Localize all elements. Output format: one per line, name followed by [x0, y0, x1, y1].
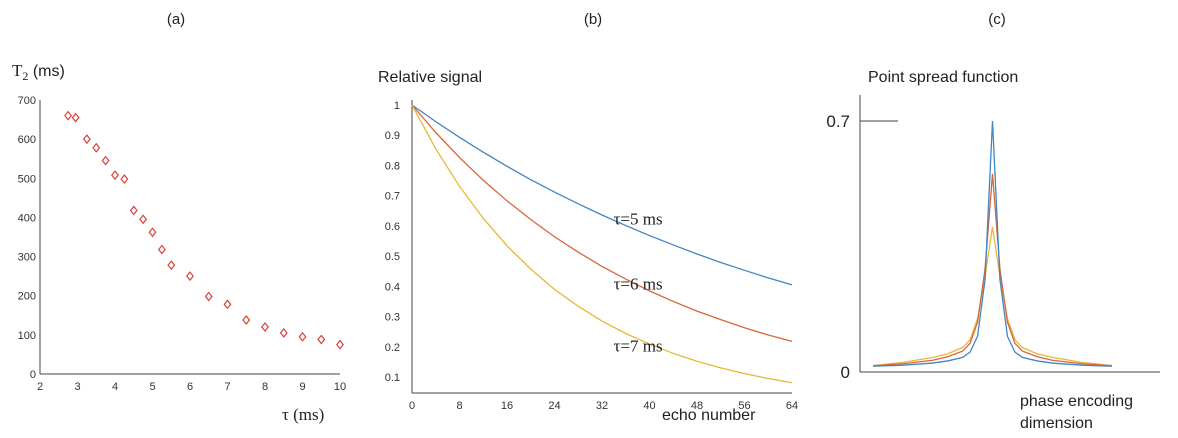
chart-b-ytick-label: 0.8	[385, 160, 400, 172]
chart-a-ytick-label: 200	[18, 291, 36, 303]
chart-a-point	[71, 112, 80, 123]
chart-b-ytick-label: 0.6	[385, 221, 400, 233]
chart-a-ytick-label: 600	[18, 134, 36, 146]
chart-a-point	[317, 334, 326, 345]
chart-c-series-line	[872, 226, 1113, 367]
chart-a-ytick-label: 300	[18, 252, 36, 264]
chart-b-series-line	[411, 104, 793, 342]
chart-b-xtick-label: 8	[456, 400, 462, 412]
chart-b-title: Relative signal	[378, 69, 482, 86]
chart-b-xtick-label: 16	[501, 400, 513, 412]
chart-a-point	[139, 214, 148, 225]
chart-a-point	[92, 142, 101, 153]
chart-a-xlabel: τ (ms)	[282, 405, 324, 424]
chart-a-xtick-label: 2	[37, 381, 43, 393]
chart-b-xtick-label: 24	[548, 400, 560, 412]
chart-c: Point spread function phase encoding dim…	[826, 69, 1160, 432]
chart-b-ytick-label: 0.7	[385, 191, 400, 203]
chart-a-xtick-label: 10	[334, 381, 346, 393]
chart-a-point	[298, 331, 307, 342]
chart-b-series-label: τ=6 ms	[614, 274, 663, 293]
chart-c-ytick-label: 0	[841, 363, 850, 382]
chart-b-xtick-label: 0	[409, 400, 415, 412]
chart-a-point	[242, 315, 251, 325]
chart-c-series-line	[872, 120, 1113, 367]
chart-b-xtick-label: 40	[643, 400, 655, 412]
chart-a-point	[261, 322, 269, 332]
chart-b-series-label: τ=7 ms	[614, 336, 663, 355]
panel-label-c: (c)	[988, 11, 1006, 28]
chart-a-xtick-label: 7	[224, 381, 230, 393]
chart-b-series-line	[411, 104, 793, 384]
chart-a-xtick-label: 8	[262, 381, 268, 393]
chart-a-ytick-label: 400	[18, 212, 36, 224]
chart-a-point	[223, 299, 232, 310]
chart-b-ytick-label: 0.5	[385, 251, 400, 263]
chart-a-point	[186, 271, 194, 282]
chart-c-xlabel-line2: dimension	[1020, 415, 1093, 432]
chart-b-ytick-label: 1	[394, 100, 400, 112]
chart-b-xtick-label: 56	[738, 400, 750, 412]
chart-a-xtick-label: 6	[187, 381, 193, 393]
chart-b-ytick-label: 0.2	[385, 342, 400, 354]
chart-b-ytick-label: 0.1	[385, 372, 400, 384]
chart-a-ylabel-main: T	[12, 61, 23, 80]
chart-a-point	[129, 205, 138, 216]
chart-c-title: Point spread function	[868, 69, 1018, 86]
chart-c-ytick-label: 0.7	[826, 112, 850, 131]
chart-a-ytick-label: 0	[30, 369, 36, 381]
panel-label-b: (b)	[584, 11, 602, 28]
chart-a-point	[157, 244, 166, 255]
panel-label-a: (a)	[167, 11, 185, 28]
chart-a-point	[120, 174, 129, 185]
chart-b-xtick-label: 32	[596, 400, 608, 412]
chart-a-point	[336, 339, 344, 350]
chart-b-xlabel: echo number	[662, 407, 756, 424]
chart-a-ylabel: T2 (ms)	[12, 61, 65, 83]
chart-a-xtick-label: 5	[149, 381, 155, 393]
chart-a-ytick-label: 500	[18, 173, 36, 185]
chart-b-ytick-label: 0.3	[385, 312, 400, 324]
chart-a-point	[82, 134, 91, 145]
chart-a-ytick-label: 100	[18, 330, 36, 342]
chart-a-xtick-label: 3	[74, 381, 80, 393]
chart-a-point	[204, 291, 213, 302]
chart-a-xtick-label: 4	[112, 381, 118, 393]
chart-a-point	[279, 327, 288, 338]
chart-a-ytick-label: 700	[18, 95, 36, 107]
chart-b-xtick-label: 48	[691, 400, 703, 412]
chart-b: Relative signal echo number 0 8 16 24 32 40 48…	[378, 69, 798, 424]
chart-b-ytick-label: 0.4	[385, 281, 400, 293]
chart-b-series-line	[411, 104, 793, 286]
chart-a-point	[111, 170, 119, 181]
chart-a-ylabel-unit: (ms)	[28, 63, 64, 80]
chart-a-point	[148, 227, 157, 238]
chart-b-series-label: τ=5 ms	[614, 209, 663, 228]
chart-a-point	[101, 155, 110, 166]
chart-a-ylabel-sub: 2	[22, 69, 28, 83]
chart-a: T2 (ms) τ (ms) 2 3 4 5 6 7 8 9 10010020030040050…	[12, 61, 346, 424]
chart-c-xlabel-line1: phase encoding	[1020, 393, 1133, 410]
chart-a-point	[167, 260, 176, 271]
chart-b-xtick-label: 64	[786, 400, 798, 412]
chart-c-series-line	[872, 173, 1113, 367]
chart-b-ytick-label: 0.9	[385, 130, 400, 142]
chart-a-point	[64, 110, 73, 121]
chart-a-xtick-label: 9	[299, 381, 305, 393]
